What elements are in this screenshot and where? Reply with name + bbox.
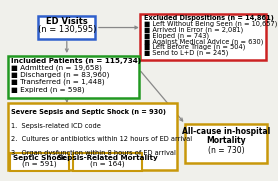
Text: Septic Shock: Septic Shock bbox=[13, 155, 66, 161]
Text: ■ Admitted (n = 19,658): ■ Admitted (n = 19,658) bbox=[11, 65, 102, 71]
Text: Excluded Dispositions (n = 14,861): Excluded Dispositions (n = 14,861) bbox=[144, 15, 274, 21]
Bar bbox=[8, 103, 177, 170]
Bar bbox=[73, 153, 142, 171]
Bar bbox=[185, 124, 267, 163]
Text: Sepsis-Related Mortality: Sepsis-Related Mortality bbox=[57, 155, 158, 161]
Text: Mortality: Mortality bbox=[206, 136, 246, 145]
Text: All-cause in-hospital: All-cause in-hospital bbox=[182, 127, 270, 136]
Text: ■ Transferred (n = 1,448): ■ Transferred (n = 1,448) bbox=[11, 79, 105, 85]
Text: ■ Discharged (n = 83,960): ■ Discharged (n = 83,960) bbox=[11, 72, 110, 78]
Text: (n = 591): (n = 591) bbox=[22, 160, 57, 167]
Text: ■ Eloped (n = 743): ■ Eloped (n = 743) bbox=[144, 32, 209, 39]
Text: ■ Arrived in Error (n = 2,081): ■ Arrived in Error (n = 2,081) bbox=[144, 27, 243, 33]
Text: Included Patients (n = 115,734): Included Patients (n = 115,734) bbox=[11, 58, 142, 64]
Text: (n = 130,595): (n = 130,595) bbox=[38, 24, 96, 33]
Bar bbox=[8, 56, 139, 98]
Text: (n = 164): (n = 164) bbox=[90, 160, 125, 167]
Text: Severe Sepsis and Septic Shock (n = 930): Severe Sepsis and Septic Shock (n = 930) bbox=[11, 109, 167, 115]
Text: 3.  Organ dysfunction within 8 hours of ED arrival: 3. Organ dysfunction within 8 hours of E… bbox=[11, 150, 176, 156]
Bar bbox=[10, 153, 69, 171]
Text: ■ Left Before Triage (n = 504): ■ Left Before Triage (n = 504) bbox=[144, 44, 245, 50]
Text: 2.  Cultures or antibiotics within 12 hours of ED arrival: 2. Cultures or antibiotics within 12 hou… bbox=[11, 136, 193, 142]
Text: ■ Against Medical Advice (n = 630): ■ Against Medical Advice (n = 630) bbox=[144, 38, 263, 45]
Text: 1.  Sepsis-related ICD code: 1. Sepsis-related ICD code bbox=[11, 123, 101, 129]
Text: (n = 730): (n = 730) bbox=[208, 146, 244, 155]
Text: ■ Left Without Being Seen (n = 10,657): ■ Left Without Being Seen (n = 10,657) bbox=[144, 21, 277, 27]
Bar bbox=[140, 14, 266, 60]
Text: ED Visits: ED Visits bbox=[46, 17, 88, 26]
Bar bbox=[38, 16, 95, 39]
Text: ■ Send to L+D (n = 245): ■ Send to L+D (n = 245) bbox=[144, 50, 228, 56]
Text: ■ Expired (n = 598): ■ Expired (n = 598) bbox=[11, 86, 85, 92]
